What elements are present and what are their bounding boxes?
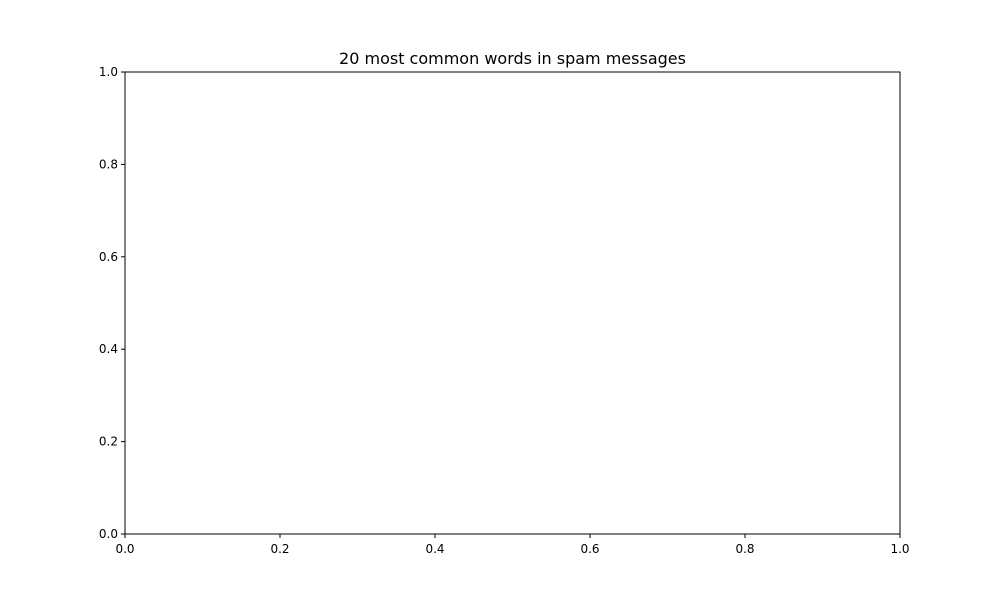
y-tick-label: 0.6 (99, 250, 118, 264)
plot-area-frame (124, 71, 901, 535)
x-tick-label: 0.0 (115, 542, 134, 556)
y-tick-label: 0.8 (99, 157, 118, 171)
x-tick-label: 1.0 (890, 542, 909, 556)
x-tick-label: 0.2 (270, 542, 289, 556)
chart-title: 20 most common words in spam messages (339, 49, 686, 68)
x-tick-label: 0.4 (425, 542, 444, 556)
x-tick-label: 0.6 (580, 542, 599, 556)
y-tick-label: 1.0 (99, 65, 118, 79)
y-axis: 0.0 0.2 0.4 0.6 0.8 1.0 (99, 65, 125, 541)
x-axis: 0.0 0.2 0.4 0.6 0.8 1.0 (115, 534, 910, 556)
x-tick-label: 0.8 (735, 542, 754, 556)
y-tick-label: 0.2 (99, 435, 118, 449)
y-tick-label: 0.0 (99, 527, 118, 541)
y-tick-label: 0.4 (99, 342, 118, 356)
